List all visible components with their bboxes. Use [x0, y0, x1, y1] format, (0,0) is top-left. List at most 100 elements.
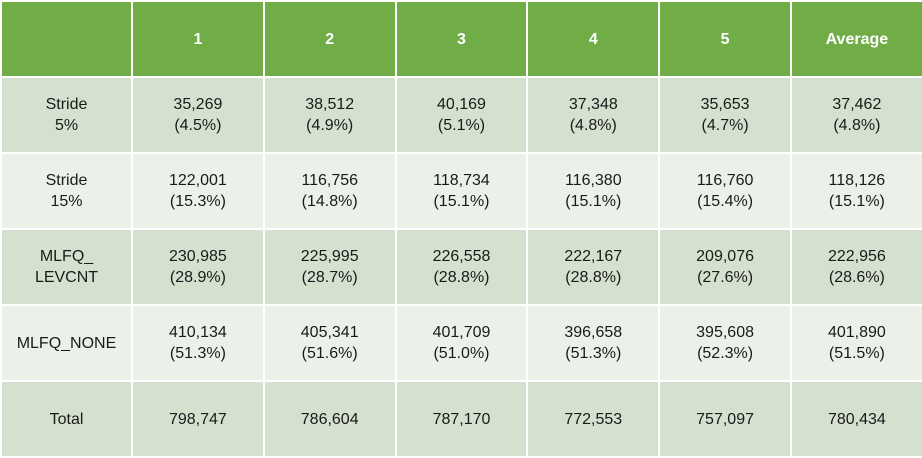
table-cell: 222,956 (28.6%): [789, 228, 922, 306]
cell-count: 209,076: [696, 248, 754, 265]
cell-count: 35,269: [173, 96, 223, 113]
cell-percent: (51.3%): [169, 345, 226, 362]
cell-count: 38,512: [305, 96, 355, 113]
table-cell: 401,709 (51.0%): [394, 304, 529, 382]
cell-percent: (52.3%): [697, 345, 754, 362]
cell-count: 40,169: [437, 96, 486, 113]
table-cell: 780,434: [789, 380, 922, 458]
cell-percent: (15.4%): [697, 193, 754, 210]
cell-count: 757,097: [696, 410, 754, 428]
table-row: Total 798,747 786,604 787,170 772,553 757,097…: [0, 380, 922, 458]
table-cell: 787,170: [394, 380, 529, 458]
table-cell: 122,001 (15.3%): [131, 152, 265, 230]
cell-count: 787,170: [432, 410, 491, 428]
cell-percent: (51.5%): [828, 345, 885, 362]
table-cell: 38,512 (4.9%): [262, 76, 397, 154]
cell-percent: (15.1%): [565, 193, 622, 210]
table-cell: 225,995 (28.7%): [262, 228, 397, 306]
table-cell: 396,658 (51.3%): [526, 304, 661, 382]
cell-count: 37,462: [832, 96, 882, 113]
table-cell: 37,462 (4.8%): [789, 76, 922, 154]
cell-percent: (4.8%): [569, 117, 617, 134]
table-cell: 222,167 (28.8%): [526, 228, 661, 306]
table-cell: 772,553: [526, 380, 661, 458]
header-cell-corner: [0, 0, 133, 78]
cell-count: 35,653: [700, 96, 750, 113]
cell-percent: (28.8%): [433, 269, 490, 286]
cell-count: 222,956: [827, 248, 886, 265]
row-label-line: Stride: [45, 172, 88, 189]
table-cell: 401,890 (51.5%): [789, 304, 922, 382]
row-label-line: LEVCNT: [34, 269, 99, 286]
header-cell-run-3: 3: [394, 0, 529, 78]
cell-count: 122,001: [168, 172, 227, 189]
table-row: Stride 15% 122,001 (15.3%) 116,756 (14.8%) 118…: [0, 152, 922, 230]
cell-count: 225,995: [300, 248, 359, 265]
cell-percent: (15.1%): [433, 193, 490, 210]
cell-count: 405,341: [300, 324, 359, 341]
table-cell: 757,097: [658, 380, 792, 458]
table-cell: 209,076 (27.6%): [658, 228, 792, 306]
table-body: Stride 5% 35,269 (4.5%) 38,512 (4.9%) 40,169 (5…: [0, 76, 922, 458]
cell-percent: (14.8%): [301, 193, 358, 210]
table-row: MLFQ_ LEVCNT 230,985 (28.9%) 225,995 (28.7%) 2…: [0, 228, 922, 306]
table-cell: 118,734 (15.1%): [394, 152, 529, 230]
cell-count: 116,760: [696, 172, 754, 189]
table-cell: 405,341 (51.6%): [262, 304, 397, 382]
cell-percent: (51.3%): [565, 345, 622, 362]
row-label-cell: MLFQ_NONE: [0, 304, 133, 382]
cell-count: 226,558: [432, 248, 491, 265]
header-cell-run-1: 1: [131, 0, 265, 78]
cell-percent: (5.1%): [437, 117, 486, 134]
row-label-line: 15%: [50, 193, 83, 210]
cell-count: 786,604: [300, 410, 359, 428]
cell-count: 798,747: [168, 410, 227, 428]
header-cell-run-4: 4: [526, 0, 661, 78]
cell-count: 401,890: [827, 324, 886, 341]
cell-percent: (4.8%): [833, 117, 881, 134]
cell-count: 410,134: [168, 324, 227, 341]
cell-count: 118,126: [828, 172, 886, 189]
row-label-line: MLFQ_NONE: [16, 334, 117, 352]
cell-count: 222,167: [564, 248, 623, 265]
table-row: MLFQ_NONE 410,134 (51.3%) 405,341 (51.6%) 401…: [0, 304, 922, 382]
cell-count: 401,709: [432, 324, 491, 341]
cell-percent: (28.9%): [169, 269, 226, 286]
cell-count: 118,734: [433, 172, 490, 189]
cell-percent: (4.7%): [701, 117, 749, 134]
table-cell: 230,985 (28.9%): [131, 228, 265, 306]
cell-percent: (4.9%): [306, 117, 354, 134]
table-cell: 35,269 (4.5%): [131, 76, 265, 154]
cell-count: 396,658: [564, 324, 623, 341]
cell-percent: (27.6%): [697, 269, 754, 286]
cell-percent: (28.6%): [828, 269, 885, 286]
table-cell: 116,760 (15.4%): [658, 152, 792, 230]
table-cell: 798,747: [131, 380, 265, 458]
header-cell-run-2: 2: [262, 0, 397, 78]
header-cell-run-5: 5: [658, 0, 792, 78]
table-cell: 37,348 (4.8%): [526, 76, 661, 154]
table-cell: 395,608 (52.3%): [658, 304, 792, 382]
cell-count: 780,434: [827, 410, 886, 428]
row-label-line: 5%: [54, 117, 79, 134]
header-cell-average: Average: [789, 0, 922, 78]
cell-count: 116,380: [564, 172, 622, 189]
cell-count: 37,348: [568, 96, 618, 113]
row-label-cell: Stride 15%: [0, 152, 133, 230]
table-row: Stride 5% 35,269 (4.5%) 38,512 (4.9%) 40,169 (5…: [0, 76, 922, 154]
table-cell: 116,756 (14.8%): [262, 152, 397, 230]
cell-percent: (28.8%): [565, 269, 622, 286]
row-label-cell: Total: [0, 380, 133, 458]
row-label-cell: MLFQ_ LEVCNT: [0, 228, 133, 306]
row-label-line: MLFQ_: [39, 248, 94, 265]
table-cell: 35,653 (4.7%): [658, 76, 792, 154]
table-cell: 116,380 (15.1%): [526, 152, 661, 230]
cell-percent: (51.0%): [433, 345, 490, 362]
cell-percent: (15.1%): [828, 193, 885, 210]
cell-count: 772,553: [564, 410, 623, 428]
cell-count: 230,985: [168, 248, 227, 265]
table-cell: 118,126 (15.1%): [789, 152, 922, 230]
table-cell: 786,604: [262, 380, 397, 458]
cell-count: 395,608: [696, 324, 754, 341]
